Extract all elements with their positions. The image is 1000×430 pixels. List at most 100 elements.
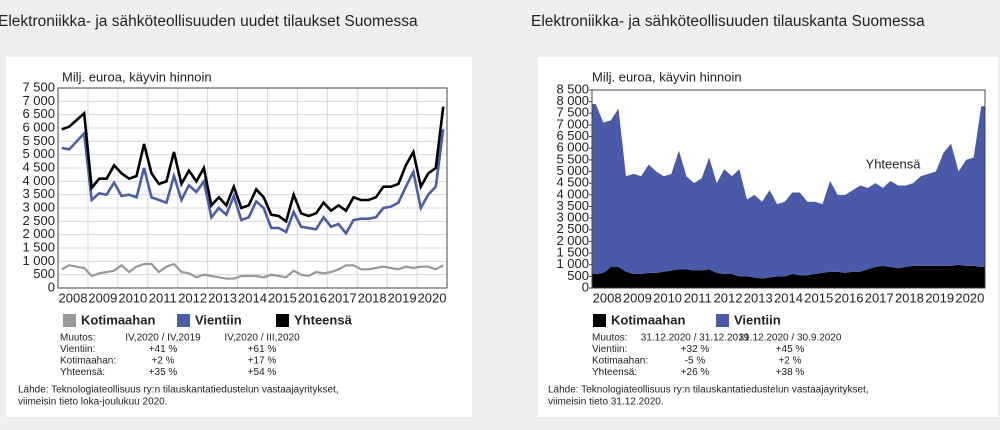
note-text: -5 % xyxy=(685,356,706,367)
note-text: Kotimaahan: xyxy=(592,356,648,367)
note-text: 31.12.2020 / 30.9.2020 xyxy=(739,333,842,344)
y-tick-label: 1 500 xyxy=(556,244,589,259)
y-tick-label: 3 000 xyxy=(556,210,589,225)
note-text: Yhteensä: xyxy=(60,367,105,378)
y-tick-label: 6 500 xyxy=(556,128,589,143)
note-text: +2 % xyxy=(151,356,174,367)
legend-swatch xyxy=(177,314,190,327)
y-tick-label: 500 xyxy=(33,266,55,281)
y-tick-label: 0 xyxy=(48,279,55,294)
y-tick-label: 500 xyxy=(567,268,589,283)
series-area xyxy=(592,264,985,288)
source-text: viimeisin tieto loka-joulukuu 2020. xyxy=(18,397,168,408)
legend-swatch xyxy=(276,314,289,327)
x-tick-label: 2008 xyxy=(59,290,88,305)
y-tick-label: 7 500 xyxy=(556,105,589,120)
x-tick-label: 2011 xyxy=(684,290,712,305)
chart-title: Elektroniikka- ja sähköteollisuuden tila… xyxy=(531,13,925,30)
x-tick-label: 2018 xyxy=(358,290,387,305)
legend-label: Vientiin xyxy=(195,312,242,327)
y-tick-label: 5 000 xyxy=(22,146,55,161)
legend-label: Yhteensä xyxy=(294,312,353,327)
note-text: Vientiin: xyxy=(592,344,627,355)
y-tick-label: 5 500 xyxy=(22,133,55,148)
y-tick-label: 3 500 xyxy=(556,198,589,213)
x-tick-label: 2011 xyxy=(149,290,177,305)
series-line xyxy=(61,106,445,224)
y-tick-label: 0 xyxy=(582,279,589,294)
note-text: +38 % xyxy=(776,367,805,378)
y-tick-label: 2 500 xyxy=(22,213,55,228)
plot-frame xyxy=(591,89,986,289)
y-tick-label: 6 000 xyxy=(22,119,55,134)
x-tick-label: 2010 xyxy=(118,290,147,305)
x-tick-label: 2020 xyxy=(955,290,984,305)
y-axis-label: Milj. euroa, käyvin hinnoin xyxy=(62,69,212,84)
y-tick-label: 7 000 xyxy=(22,93,55,108)
x-tick-label: 2017 xyxy=(865,290,894,305)
y-tick-label: 1 000 xyxy=(556,256,589,271)
source-text: Lähde: Teknologiateollisuus ry:n tilausk… xyxy=(548,385,869,396)
y-tick-label: 2 000 xyxy=(556,233,589,248)
y-tick-label: 6 500 xyxy=(22,106,55,121)
y-tick-label: 7 000 xyxy=(556,116,589,131)
y-tick-label: 7 500 xyxy=(22,79,55,94)
legend-label: Vientiin xyxy=(734,312,781,327)
source-text: Lähde: Teknologiateollisuus ry:n tilausk… xyxy=(18,385,339,396)
x-tick-label: 2010 xyxy=(653,290,682,305)
x-tick-label: 2009 xyxy=(623,290,652,305)
annotation: Yhteensä xyxy=(866,156,922,171)
note-text: +2 % xyxy=(778,356,801,367)
note-text: +54 % xyxy=(248,367,277,378)
plot-frame xyxy=(57,87,448,289)
legend-swatch xyxy=(63,314,76,327)
note-text: +61 % xyxy=(248,344,277,355)
note-text: +26 % xyxy=(681,367,710,378)
y-tick-label: 4 500 xyxy=(556,175,589,190)
note-text: +32 % xyxy=(681,344,710,355)
x-tick-label: 2013 xyxy=(208,290,237,305)
note-text: +41 % xyxy=(149,344,178,355)
x-tick-label: 2008 xyxy=(593,290,622,305)
y-tick-label: 8 500 xyxy=(556,81,589,96)
legend-swatch xyxy=(716,314,729,327)
series-line xyxy=(61,262,444,280)
source-text: viimeisin tieto 31.12.2020. xyxy=(548,397,664,408)
note-text: +35 % xyxy=(149,367,178,378)
y-tick-label: 2 000 xyxy=(22,226,55,241)
legend-swatch xyxy=(593,314,606,327)
note-text: IV,2020 / IV,2019 xyxy=(125,333,201,344)
legend-label: Kotimaahan xyxy=(81,312,155,327)
y-tick-label: 4 000 xyxy=(556,186,589,201)
y-tick-label: 1 000 xyxy=(22,253,55,268)
x-tick-label: 2014 xyxy=(774,290,803,305)
y-tick-label: 8 000 xyxy=(556,93,589,108)
x-tick-label: 2020 xyxy=(418,290,447,305)
note-text: 31.12.2020 / 31.12.2019 xyxy=(641,333,750,344)
x-tick-label: 2017 xyxy=(328,290,357,305)
legend-label: Kotimaahan xyxy=(611,312,685,327)
x-tick-label: 2015 xyxy=(268,290,297,305)
x-tick-label: 2019 xyxy=(388,290,417,305)
y-tick-label: 4 500 xyxy=(22,159,55,174)
x-tick-label: 2018 xyxy=(895,290,924,305)
y-tick-label: 5 500 xyxy=(556,151,589,166)
note-text: Vientiin: xyxy=(60,344,95,355)
y-tick-label: 1 500 xyxy=(22,239,55,254)
y-axis-label: Milj. euroa, käyvin hinnoin xyxy=(592,69,742,84)
y-tick-label: 4 000 xyxy=(22,173,55,188)
y-tick-label: 3 500 xyxy=(22,186,55,201)
x-tick-label: 2016 xyxy=(298,290,327,305)
x-tick-label: 2012 xyxy=(178,290,207,305)
chart-title: Elektroniikka- ja sähköteollisuuden uude… xyxy=(0,13,418,30)
x-tick-label: 2014 xyxy=(238,290,267,305)
x-tick-label: 2016 xyxy=(835,290,864,305)
note-text: Muutos: xyxy=(60,333,96,344)
x-tick-label: 2009 xyxy=(88,290,117,305)
y-tick-label: 5 000 xyxy=(556,163,589,178)
x-tick-label: 2012 xyxy=(714,290,743,305)
note-text: +17 % xyxy=(248,356,277,367)
x-tick-label: 2015 xyxy=(804,290,833,305)
series-line xyxy=(61,129,445,236)
